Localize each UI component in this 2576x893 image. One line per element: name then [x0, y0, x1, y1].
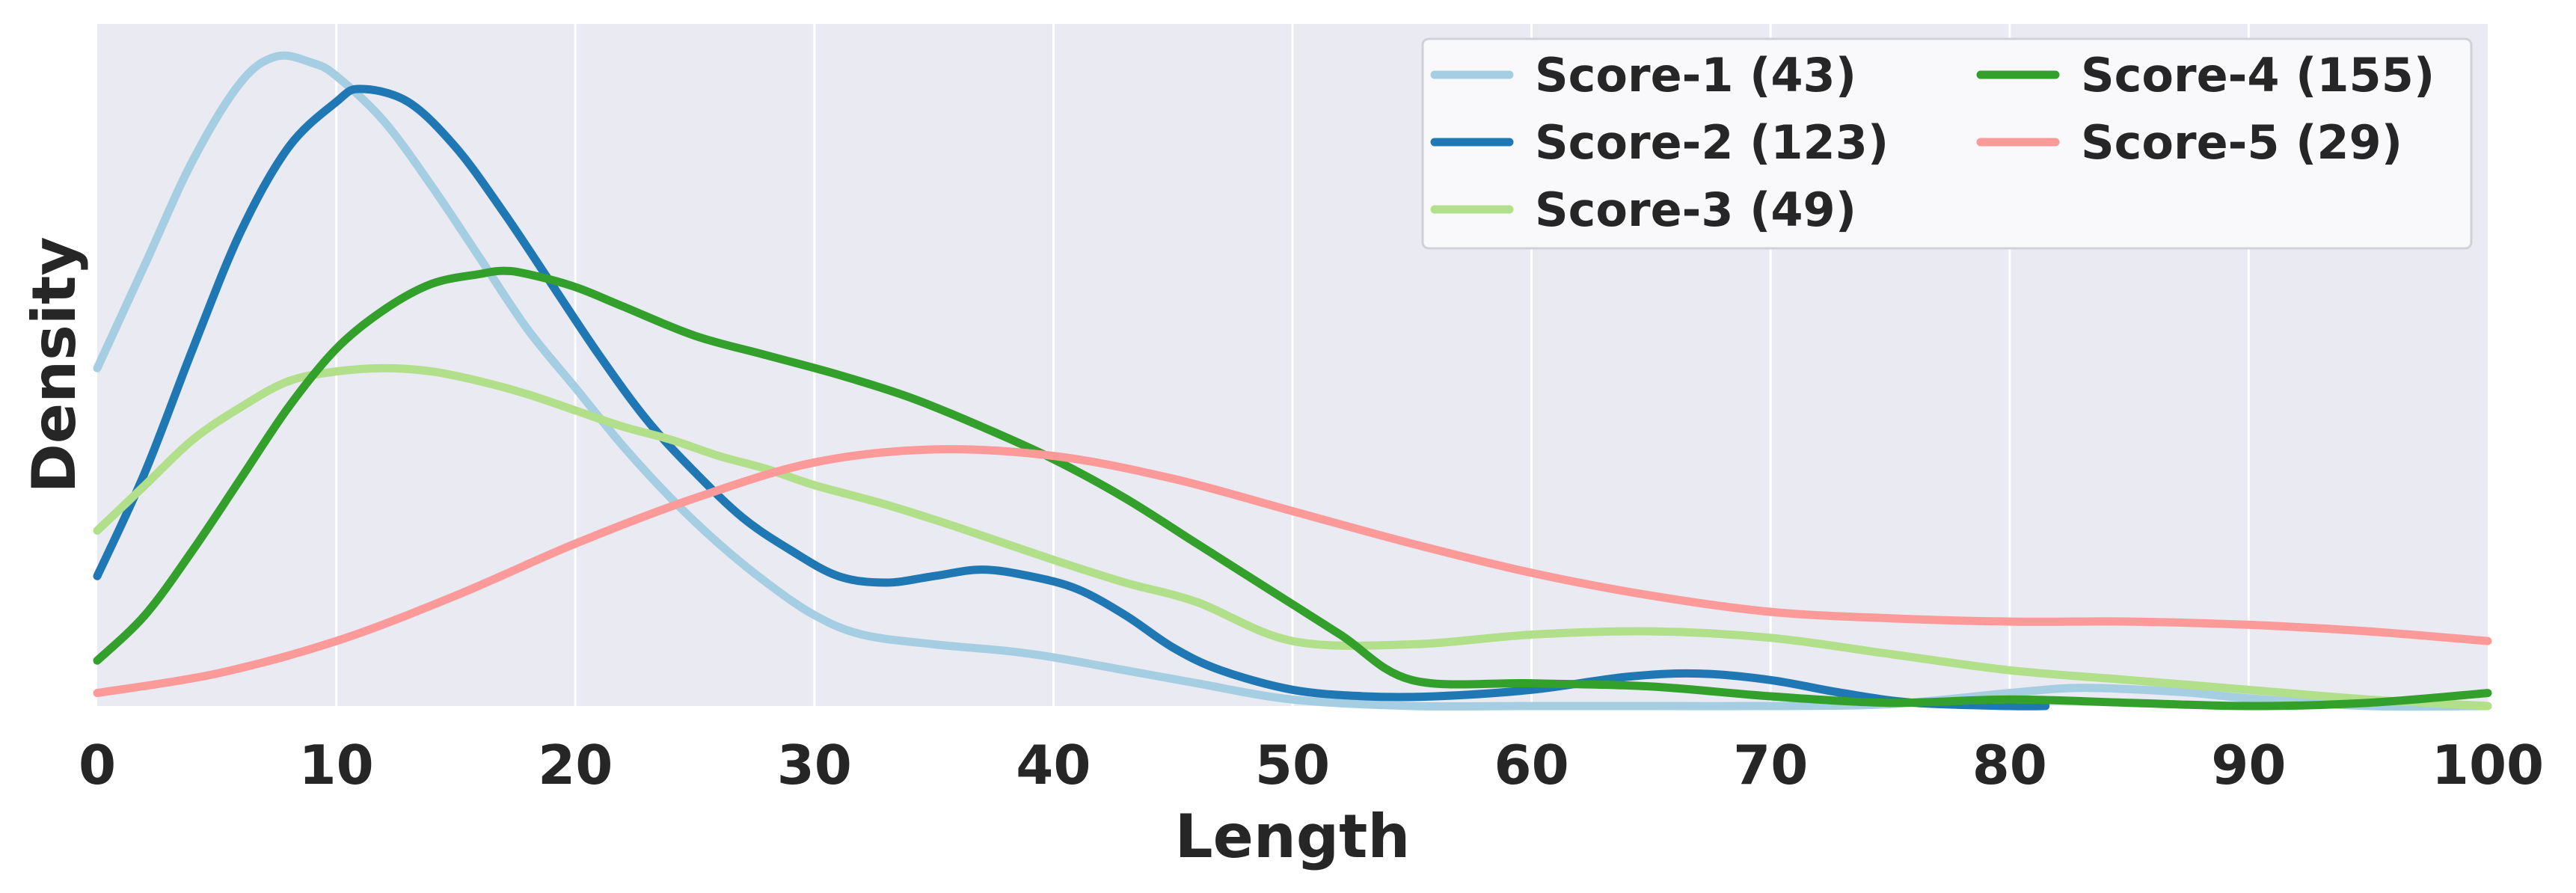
x-tick-label: 100: [2432, 734, 2544, 797]
legend-label: Score-5 (29): [2081, 115, 2402, 170]
legend-label: Score-2 (123): [1535, 115, 1889, 170]
series-line-score-3: [93, 363, 2492, 711]
x-tick-label: 80: [1972, 734, 2047, 797]
x-tick-label: 30: [777, 734, 852, 797]
x-tick-label: 60: [1494, 734, 1568, 797]
legend-frame: [1421, 37, 2473, 250]
x-axis-label: Length: [1175, 802, 1411, 871]
x-tick-labels: 0 10 20 30 40 50 60 70 80 90 100: [79, 734, 2544, 797]
series-layer: [93, 51, 2492, 711]
legend-label: Score-3 (49): [1535, 182, 1856, 237]
x-tick-label: 50: [1255, 734, 1330, 797]
series-line-score-2: [93, 85, 2050, 711]
legend-label: Score-1 (43): [1535, 48, 1856, 102]
x-tick-label: 0: [79, 734, 116, 797]
y-axis-label: Density: [19, 236, 89, 493]
x-tick-label: 40: [1016, 734, 1091, 797]
x-tick-label: 20: [538, 734, 613, 797]
x-tick-label: 10: [298, 734, 373, 797]
series-line-score-5: [93, 445, 2492, 698]
legend: Score-1 (43) Score-2 (123) Score-3 (49) Sco…: [1421, 37, 2473, 250]
x-tick-label: 90: [2211, 734, 2286, 797]
series-line-score-4: [93, 266, 2492, 711]
legend-label: Score-4 (155): [2081, 48, 2435, 102]
x-tick-label: 70: [1733, 734, 1808, 797]
